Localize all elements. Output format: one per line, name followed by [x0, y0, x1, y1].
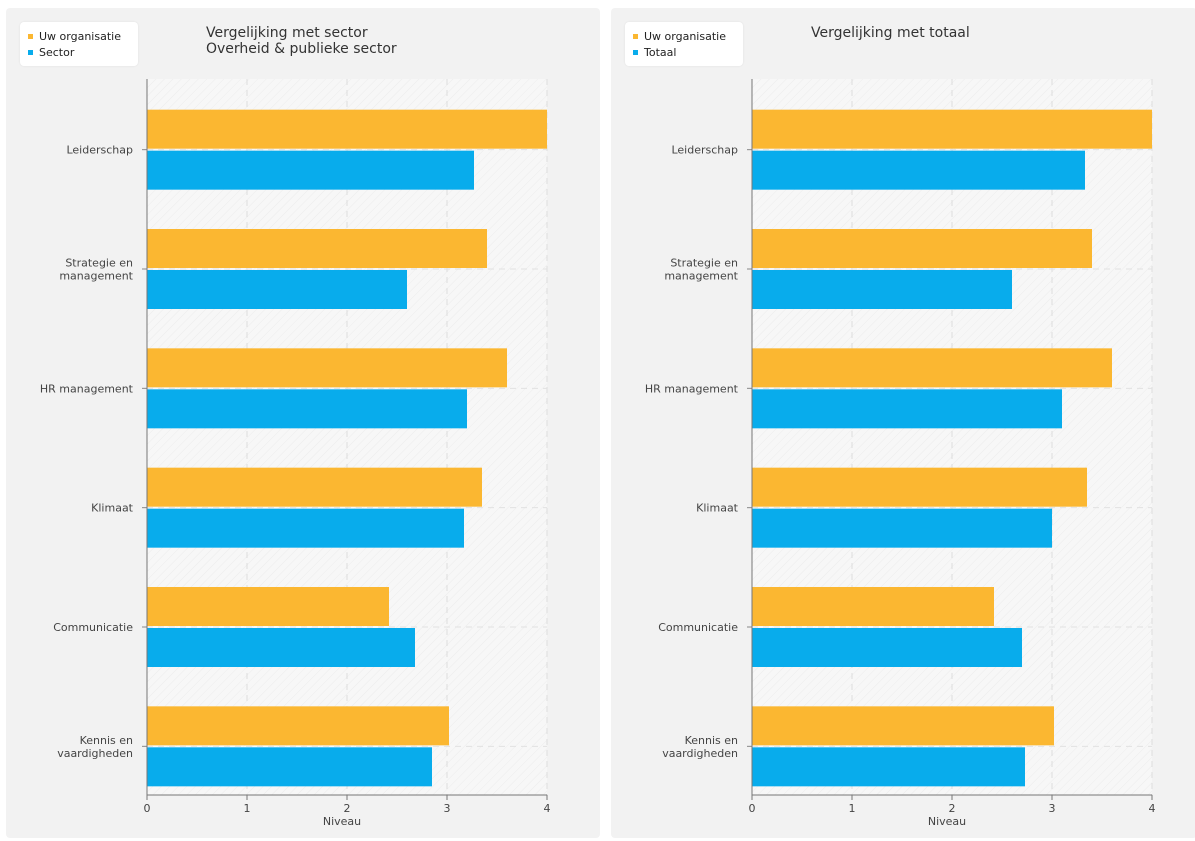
bar-uw-organisatie: [752, 467, 1087, 507]
bar-uw-organisatie: [752, 587, 994, 626]
legend-label-org: Uw organisatie: [644, 30, 726, 43]
category-label: HR management: [645, 382, 739, 395]
legend-swatch-totaal: [633, 49, 638, 55]
chart-title: Vergelijking met sector Overheid & publi…: [206, 25, 397, 57]
bar-totaal: [752, 389, 1062, 429]
x-tick-label: 4: [544, 802, 551, 815]
legend-item-totaal: Totaal: [633, 46, 676, 60]
legend-label-sector: Sector: [39, 46, 75, 59]
category-label: Klimaat: [91, 502, 134, 515]
category-label: Leiderschap: [66, 144, 133, 157]
legend-label-totaal: Totaal: [644, 46, 677, 59]
category-label: Leiderschap: [671, 144, 738, 157]
category-label: Communicatie: [658, 621, 738, 634]
chart-panel-sector: Uw organisatie Sector Vergelijking met s…: [6, 8, 600, 838]
bar-uw-organisatie: [147, 706, 449, 746]
legend-label-org: Uw organisatie: [39, 30, 121, 43]
x-tick-label: 0: [144, 802, 151, 815]
category-label: HR management: [40, 382, 134, 395]
x-tick-label: 3: [444, 802, 451, 815]
bar-sector: [147, 389, 467, 429]
bar-uw-organisatie: [752, 109, 1152, 149]
bar-uw-organisatie: [147, 348, 507, 388]
legend: Uw organisatie Sector: [20, 22, 138, 66]
x-tick-label: 1: [244, 802, 251, 815]
bar-uw-organisatie: [752, 348, 1112, 388]
x-tick-label: 1: [849, 802, 856, 815]
legend-swatch-org: [633, 33, 638, 39]
category-label: Strategie en management: [59, 257, 133, 283]
bar-sector: [147, 270, 407, 309]
bar-sector: [147, 628, 415, 667]
category-label: Strategie en management: [664, 257, 738, 283]
bar-totaal: [752, 270, 1012, 309]
bar-uw-organisatie: [147, 229, 487, 268]
legend-item-sector: Sector: [28, 46, 74, 60]
category-label: Kennis en vaardigheden: [662, 734, 738, 760]
bar-uw-organisatie: [147, 109, 547, 149]
x-axis-title: Niveau: [928, 815, 966, 828]
legend-item-org: Uw organisatie: [28, 30, 121, 44]
bar-totaal: [752, 628, 1022, 667]
bar-sector: [147, 150, 474, 190]
bar-uw-organisatie: [752, 229, 1092, 268]
bar-uw-organisatie: [752, 706, 1054, 746]
x-tick-label: 0: [749, 802, 756, 815]
bar-sector: [147, 508, 464, 548]
bar-totaal: [752, 150, 1085, 190]
x-tick-label: 2: [949, 802, 956, 815]
bar-uw-organisatie: [147, 467, 482, 507]
category-label: Kennis en vaardigheden: [57, 734, 133, 760]
category-label: Communicatie: [53, 621, 133, 634]
bar-sector: [147, 747, 432, 787]
x-tick-label: 3: [1049, 802, 1056, 815]
bar-chart-totaal: Leiderschap Strategie en management HR mana…: [645, 79, 1156, 828]
chart-panel-totaal: Uw organisatie Totaal Vergelijking met t…: [611, 8, 1195, 838]
bar-totaal: [752, 747, 1025, 787]
bar-totaal: [752, 508, 1052, 548]
x-tick-label: 4: [1149, 802, 1156, 815]
chart-title: Vergelijking met totaal: [811, 25, 970, 41]
x-axis-title: Niveau: [323, 815, 361, 828]
category-label: Klimaat: [696, 502, 739, 515]
x-tick-label: 2: [344, 802, 351, 815]
legend: Uw organisatie Totaal: [625, 22, 743, 66]
bar-chart-sector: Leiderschap Strategie en management HR mana…: [40, 79, 551, 828]
legend-swatch-sector: [28, 49, 33, 55]
bar-uw-organisatie: [147, 587, 389, 626]
legend-swatch-org: [28, 33, 33, 39]
legend-item-org: Uw organisatie: [633, 30, 726, 44]
